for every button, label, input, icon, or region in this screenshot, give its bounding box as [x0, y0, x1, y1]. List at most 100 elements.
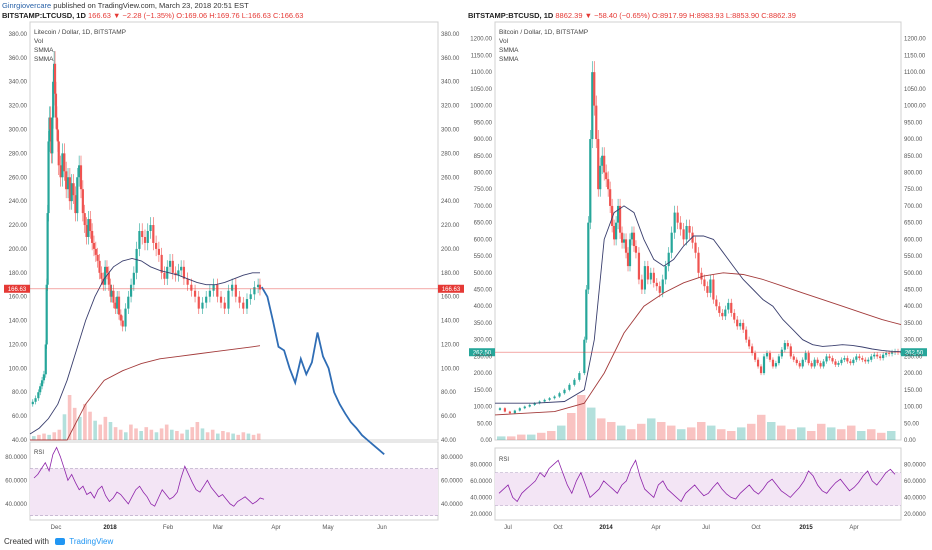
L_candle [70, 183, 73, 202]
R_rsi-tick-right: 80.0000 [904, 462, 926, 468]
R_candle [615, 222, 618, 240]
btc-legend-smma-2: SMMA [499, 56, 519, 63]
R_volume-bar [667, 425, 676, 440]
R_right-tick: 700.00 [904, 204, 923, 210]
R_candle [739, 322, 742, 327]
R_candle [837, 363, 840, 365]
R_volume-bar [807, 431, 816, 440]
R_candle [583, 339, 586, 374]
R_volume-bar [887, 431, 896, 440]
L_volume-bar [52, 432, 57, 440]
L_candle [186, 278, 189, 285]
R_candle [679, 222, 682, 230]
R_candle [762, 356, 766, 374]
R_candle [768, 353, 772, 360]
R_candle [578, 373, 581, 380]
R_candle [694, 242, 697, 253]
R_volume-bar [707, 425, 716, 440]
R_left-tick: 200.00 [474, 371, 493, 377]
L_volume-bar [37, 434, 41, 440]
R_candle [691, 232, 694, 243]
R_candle [876, 354, 879, 357]
R_candle [801, 359, 804, 367]
L_volume-bar [83, 404, 87, 440]
R_candle [742, 322, 745, 330]
R_right-tick: 1150.00 [904, 53, 926, 59]
R_right-tick: 500.00 [904, 271, 923, 277]
R_candle [864, 359, 867, 362]
R_volume-bar [557, 425, 566, 440]
R_candle [822, 361, 825, 367]
R_right-tick: 200.00 [904, 371, 923, 377]
R_candle [727, 302, 730, 310]
L_volume-bar [149, 429, 154, 440]
L_volume-bar [180, 433, 184, 440]
R_candle [628, 239, 632, 267]
R_candle [543, 399, 546, 402]
L_candle [129, 284, 133, 297]
L_left-tick: 120.00 [9, 342, 28, 348]
btc-main-pane [494, 21, 902, 441]
L_candle [104, 266, 107, 285]
L_candle [234, 284, 237, 297]
R_left-tick: 700.00 [474, 204, 493, 210]
L_right-tick: 240.00 [441, 199, 460, 205]
L_volume-bar [129, 424, 133, 440]
R_candle [563, 389, 566, 394]
ltc-legend-smma-2: SMMA [34, 56, 54, 63]
R_rsi-tick-left: 80.0000 [470, 462, 492, 468]
R_candle [676, 212, 679, 223]
L_candle [205, 296, 208, 303]
L_volume-bar [185, 429, 189, 440]
L_candle [37, 392, 40, 399]
R_x-tick: 2015 [799, 525, 813, 531]
L_candle [208, 290, 211, 297]
R_candle [632, 232, 636, 247]
R_candle [759, 366, 763, 374]
author-link[interactable]: Ginrgiovercare [2, 1, 52, 10]
ltc-legend-vol: Vol [34, 38, 44, 45]
L_candle [177, 270, 180, 276]
L_right-tick: 280.00 [441, 151, 460, 157]
L_candle [258, 284, 262, 290]
L_candle [171, 260, 174, 273]
footer-brand[interactable]: TradingView [69, 537, 114, 546]
R_volume-bar [817, 423, 826, 440]
R_left-tick: 350.00 [474, 321, 493, 327]
R_left-tick: 50.00 [477, 421, 493, 427]
R_candle [673, 212, 676, 233]
L_volume-bar [195, 422, 200, 440]
R_candle [858, 356, 861, 359]
R_right-tick: 1050.00 [904, 87, 926, 93]
R_left-tick: 1100.00 [471, 70, 493, 76]
R_candle [649, 272, 652, 280]
R_candle [756, 359, 760, 367]
L_left-tick: 240.00 [9, 199, 28, 205]
L_right-tick: 80.00 [441, 390, 457, 396]
R_candle [538, 401, 541, 404]
L_candle [197, 296, 200, 309]
R_candle [870, 356, 873, 360]
L_volume-bar [144, 427, 149, 440]
L_volume-bar [32, 436, 36, 440]
L_smma-slow-line [30, 345, 261, 441]
L_left-tick: 360.00 [9, 56, 28, 62]
R_candle [777, 356, 781, 364]
L_left-tick: 280.00 [9, 151, 28, 157]
R_right-tick: 150.00 [904, 388, 923, 394]
L_candle [227, 290, 230, 309]
R_right-tick: 550.00 [904, 254, 923, 260]
R_candle [523, 406, 526, 409]
L_candle [114, 302, 117, 309]
R_right-tick: 0.00 [904, 438, 916, 444]
R_left-tick: 1200.00 [470, 37, 492, 43]
L_candle [155, 242, 158, 249]
L_rsi-tick-left: 80.0000 [5, 455, 27, 461]
R_candle [721, 312, 724, 317]
R_right-tick: 950.00 [904, 120, 923, 126]
L_left-tick: 80.00 [12, 390, 28, 396]
L_volume-bar [57, 429, 62, 440]
btc-legend-title: Bitcoin / Dollar, 1D, BITSTAMP [499, 29, 589, 36]
